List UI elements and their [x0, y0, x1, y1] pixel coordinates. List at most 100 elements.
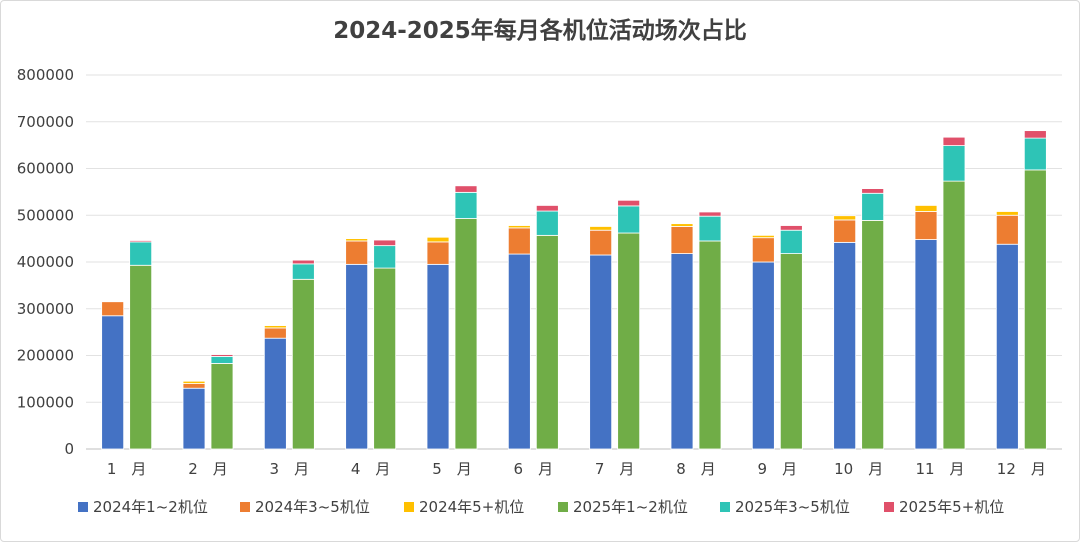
bar-segment-2025-s3-m6 [535, 205, 559, 212]
bar-segment-2025-s3-m1 [129, 240, 153, 243]
bar-segment-2025-s3-m3 [291, 259, 315, 265]
bar-segment-2025-s2-m8 [698, 215, 722, 242]
x-tick-label: 5 月 [432, 460, 472, 478]
bar-segment-2024-s2-m1 [101, 301, 125, 317]
bar-segment-2024-s3-m9 [751, 234, 775, 239]
legend-swatch [558, 502, 568, 512]
bar-segment-2024-s1-m1 [101, 315, 125, 450]
bar-segment-2025-s3-m8 [698, 211, 722, 217]
bar-segment-2024-s2-m7 [589, 229, 613, 256]
y-tick-label: 0 [64, 440, 74, 458]
bar-segment-2024-s1-m3 [263, 337, 287, 450]
bar-segment-2025-s2-m3 [291, 263, 315, 280]
legend-label: 2024年5+机位 [419, 498, 524, 516]
bar-segment-2024-s1-m6 [507, 253, 531, 450]
y-tick-label: 100000 [17, 393, 74, 411]
bar-segment-2025-s2-m6 [535, 210, 559, 236]
y-tick-label: 500000 [17, 206, 74, 224]
bar-segment-2025-s2-m10 [861, 192, 885, 221]
bar-segment-2024-s2-m6 [507, 227, 531, 255]
bar-segment-2024-s3-m5 [426, 236, 450, 243]
bar-segment-2025-s3-m5 [454, 185, 478, 193]
bar-segment-2024-s3-m6 [507, 225, 531, 229]
bar-segment-2025-s3-m9 [779, 225, 803, 231]
bar-segment-2024-s2-m2 [182, 383, 206, 389]
x-tick-label: 2 月 [188, 460, 228, 478]
bar-segment-2025-s1-m11 [942, 180, 966, 450]
bar-segment-2024-s2-m3 [263, 327, 287, 339]
bar-segment-2025-s3-m11 [942, 136, 966, 146]
legend-swatch [720, 502, 730, 512]
bar-segment-2025-s2-m4 [373, 245, 397, 269]
bar-segment-2024-s2-m10 [833, 219, 857, 243]
x-axis: 1 月 2 月 3 月 4 月 5 月 6 月 7 月 8 月 9 月 10 月 11 月 12 月 [107, 460, 1046, 478]
bar-segment-2024-s3-m11 [914, 205, 938, 212]
legend-label: 2025年3~5机位 [735, 498, 850, 516]
x-tick-label: 11 月 [915, 460, 964, 478]
y-tick-label: 400000 [17, 253, 74, 271]
legend-swatch [884, 502, 894, 512]
bar-segment-2024-s3-m4 [345, 238, 369, 242]
legend-swatch [404, 502, 414, 512]
bar-segment-2025-s1-m4 [373, 267, 397, 450]
x-tick-label: 9 月 [758, 460, 798, 478]
bar-segment-2024-s2-m5 [426, 241, 450, 265]
bar-segment-2024-s3-m7 [589, 226, 613, 231]
bar-segment-2024-s1-m7 [589, 254, 613, 450]
bar-segment-2025-s2-m12 [1023, 137, 1047, 171]
bar-segment-2025-s1-m7 [617, 232, 641, 450]
y-axis: 0 100000 200000 300000 400000 500000 600000 700… [17, 66, 74, 458]
y-tick-label: 300000 [17, 300, 74, 318]
bar-segment-2024-s2-m11 [914, 211, 938, 240]
bar-segment-2025-s1-m12 [1023, 169, 1047, 450]
bar-segment-2024-s2-m4 [345, 240, 369, 265]
bar-segment-2025-s2-m2 [210, 356, 234, 364]
legend-label: 2025年1~2机位 [573, 498, 688, 516]
bar-segment-2024-s3-m8 [670, 223, 694, 227]
x-tick-label: 3 月 [270, 460, 310, 478]
y-tick-label: 700000 [17, 113, 74, 131]
bar-segment-2024-s3-m10 [833, 215, 857, 221]
bar-segment-2024-s1-m10 [833, 241, 857, 450]
bar-segment-2025-s1-m1 [129, 264, 153, 450]
bar-segment-2025-s1-m3 [291, 278, 315, 450]
bar-segment-2025-s3-m12 [1023, 130, 1047, 139]
bar-segment-2025-s1-m2 [210, 363, 234, 450]
legend-label: 2024年3~5机位 [255, 498, 370, 516]
bar-segment-2025-s3-m2 [210, 354, 234, 357]
bar-segment-2025-s2-m1 [129, 241, 153, 266]
bar-segment-2025-s2-m7 [617, 205, 641, 234]
x-tick-label: 4 月 [351, 460, 391, 478]
bar-segment-2025-s3-m7 [617, 199, 641, 207]
legend-swatch [240, 502, 250, 512]
bar-segment-2024-s1-m4 [345, 263, 369, 450]
bar-segment-2024-s3-m12 [995, 211, 1019, 216]
bar-segment-2024-s2-m8 [670, 226, 694, 254]
bar-segment-2025-s3-m4 [373, 239, 397, 247]
chart-title: 2024-2025年每月各机位活动场次占比 [333, 17, 747, 44]
x-tick-label: 1 月 [107, 460, 147, 478]
x-tick-label: 8 月 [676, 460, 716, 478]
x-tick-label: 7 月 [595, 460, 635, 478]
bar-segment-2024-s1-m5 [426, 263, 450, 450]
bar-segment-2024-s3-m3 [263, 325, 287, 329]
bar-segment-2025-s1-m5 [454, 218, 478, 450]
y-tick-label: 200000 [17, 347, 74, 365]
bar-segment-2025-s1-m9 [779, 253, 803, 450]
bar-segment-2025-s2-m9 [779, 229, 803, 254]
bar-segment-2024-s1-m2 [182, 387, 206, 450]
bar-segment-2025-s2-m11 [942, 145, 966, 182]
bar-segment-2025-s1-m8 [698, 240, 722, 450]
x-tick-label: 12 月 [997, 460, 1046, 478]
bar-segment-2025-s2-m5 [454, 191, 478, 219]
bars [101, 130, 1047, 450]
gridlines [86, 74, 1062, 450]
legend-label: 2024年1~2机位 [93, 498, 208, 516]
bar-segment-2024-s1-m12 [995, 243, 1019, 450]
bar-segment-2024-s1-m8 [670, 253, 694, 450]
bar-segment-2024-s1-m9 [751, 261, 775, 450]
x-tick-label: 10 月 [834, 460, 883, 478]
bar-segment-2025-s3-m10 [861, 188, 885, 194]
bar-segment-2024-s2-m12 [995, 214, 1019, 245]
